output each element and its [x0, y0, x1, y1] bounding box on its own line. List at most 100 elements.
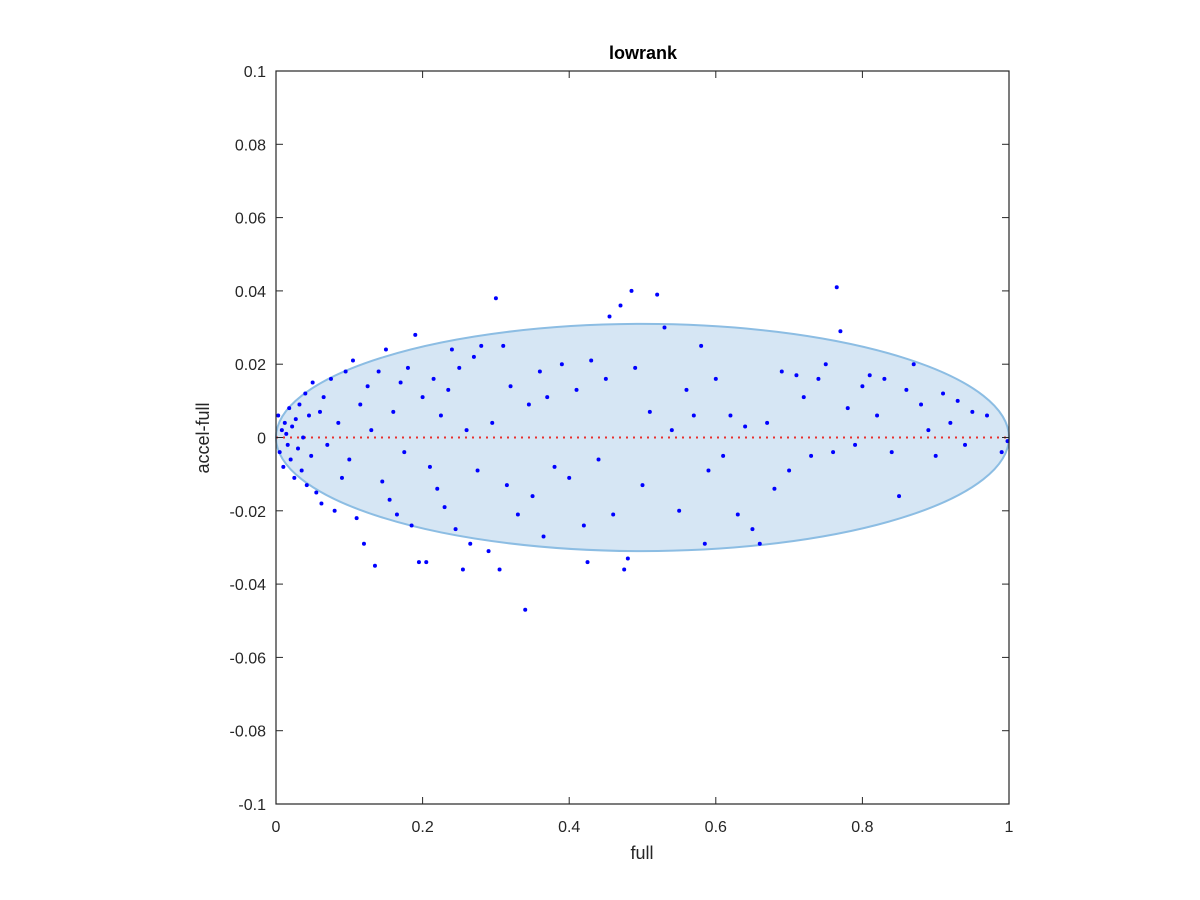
data-point [607, 314, 612, 319]
data-point [889, 450, 894, 455]
data-point [735, 512, 740, 517]
data-point [860, 384, 865, 389]
y-tick-label: 0 [257, 431, 266, 448]
y-tick-label: -0.1 [238, 797, 266, 814]
y-tick-label: 0.08 [235, 137, 266, 154]
data-point [743, 424, 748, 429]
data-point [794, 373, 799, 378]
data-point [453, 527, 458, 532]
data-point [398, 380, 403, 385]
data-point [772, 486, 777, 491]
data-point [552, 464, 557, 469]
data-point [336, 420, 341, 425]
data-point [409, 523, 414, 528]
data-point [293, 417, 298, 422]
data-point [713, 376, 718, 381]
data-point [655, 292, 660, 297]
x-tick-label: 0 [272, 819, 281, 836]
data-point [684, 387, 689, 392]
data-point [292, 475, 297, 480]
data-point [662, 325, 667, 330]
data-point [361, 541, 366, 546]
data-point [504, 483, 509, 488]
data-point [325, 442, 330, 447]
data-point [948, 420, 953, 425]
data-point [354, 516, 359, 521]
data-point [845, 406, 850, 411]
data-point [321, 395, 326, 400]
data-point [750, 527, 755, 532]
data-point [955, 398, 960, 403]
data-point [328, 376, 333, 381]
data-point [479, 343, 484, 348]
data-point [629, 288, 634, 293]
data-point [537, 369, 542, 374]
data-point [282, 420, 287, 425]
data-point [277, 450, 282, 455]
data-point [926, 428, 931, 433]
y-tick-label: 0.02 [235, 357, 266, 374]
data-point [816, 376, 821, 381]
data-point [285, 442, 290, 447]
data-point [287, 406, 292, 411]
data-point [702, 541, 707, 546]
data-point [809, 453, 814, 458]
data-point [882, 376, 887, 381]
data-point [442, 505, 447, 510]
data-point [559, 362, 564, 367]
data-point [831, 450, 836, 455]
data-point [358, 402, 363, 407]
axes: 0 0.2 0.4 0.6 0.8 1 0.1 0.08 0.06 0.04 0.02 0 -0.02 -… [230, 64, 1014, 836]
data-point [347, 457, 352, 462]
data-point [728, 413, 733, 418]
data-point [647, 409, 652, 414]
data-point [611, 512, 616, 517]
data-point [446, 387, 451, 392]
data-point [372, 563, 377, 568]
y-tick-label: -0.02 [230, 504, 267, 521]
data-point [523, 607, 528, 612]
data-point [530, 494, 535, 499]
data-point [297, 402, 302, 407]
y-tick-label: -0.08 [230, 724, 267, 741]
data-point [787, 468, 792, 473]
data-point [402, 450, 407, 455]
data-point [369, 428, 374, 433]
data-point [457, 365, 462, 370]
data-point [618, 303, 623, 308]
data-point [460, 567, 465, 572]
data-point [963, 442, 968, 447]
data-point [475, 468, 480, 473]
data-point [380, 479, 385, 484]
data-point [431, 376, 436, 381]
data-point [904, 387, 909, 392]
data-point [306, 413, 311, 418]
data-point [677, 508, 682, 513]
data-point [603, 376, 608, 381]
data-point [589, 358, 594, 363]
data-point [853, 442, 858, 447]
data-point [435, 486, 440, 491]
data-point [867, 373, 872, 378]
data-point [416, 560, 421, 565]
y-tick-label: 0.1 [244, 64, 266, 81]
data-point [501, 343, 506, 348]
x-axis-label: full [630, 843, 653, 863]
data-point [911, 362, 916, 367]
data-point [471, 354, 476, 359]
y-tick-label: -0.06 [230, 650, 267, 667]
data-point [490, 420, 495, 425]
x-tick-label: 0.6 [705, 819, 727, 836]
data-point [464, 428, 469, 433]
x-tick-label: 0.4 [558, 819, 580, 836]
data-point [413, 332, 418, 337]
data-point [838, 329, 843, 334]
data-point [290, 424, 295, 429]
data-point [515, 512, 520, 517]
data-point [526, 402, 531, 407]
data-point [391, 409, 396, 414]
data-point [339, 475, 344, 480]
data-point [343, 369, 348, 374]
data-point [424, 560, 429, 565]
data-point [295, 446, 300, 451]
